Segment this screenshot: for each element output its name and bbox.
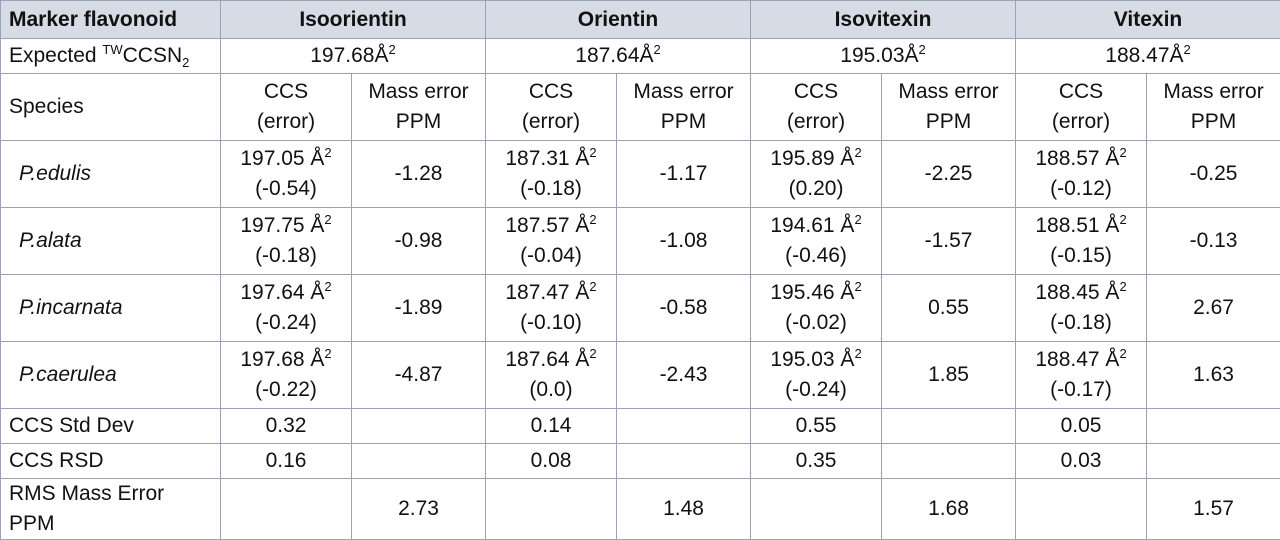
empty-cell xyxy=(221,479,352,540)
stat-value: 0.03 xyxy=(1016,444,1147,479)
header-isovitexin: Isovitexin xyxy=(751,1,1016,39)
expected-ccs-label: Expected TWCCSN2 xyxy=(1,39,221,74)
empty-cell xyxy=(486,479,617,540)
mass-error-cell: 0.55 xyxy=(882,275,1016,342)
ccs-cell: 197.75 Å2(-0.18) xyxy=(221,208,352,275)
mass-error-cell: -1.28 xyxy=(352,141,486,208)
species-name: P.edulis xyxy=(1,141,221,208)
empty-cell xyxy=(1147,444,1280,479)
species-row-p-alata: P.alata 197.75 Å2(-0.18) -0.98 187.57 Å2… xyxy=(1,208,1280,275)
mass-error-cell: -0.25 xyxy=(1147,141,1280,208)
stat-value: 0.35 xyxy=(751,444,882,479)
expected-ccs-value: 187.64Å2 xyxy=(486,39,751,74)
mass-error-cell: -1.08 xyxy=(617,208,751,275)
ccs-error-header: CCS(error) xyxy=(486,74,617,141)
expected-ccs-row: Expected TWCCSN2 197.68Å2 187.64Å2 195.0… xyxy=(1,39,1280,74)
stat-value: 0.16 xyxy=(221,444,352,479)
rms-value: 1.57 xyxy=(1147,479,1280,540)
ccs-cell: 197.64 Å2(-0.24) xyxy=(221,275,352,342)
mass-error-cell: -4.87 xyxy=(352,342,486,409)
mass-error-cell: 1.85 xyxy=(882,342,1016,409)
mass-error-cell: -0.98 xyxy=(352,208,486,275)
empty-cell xyxy=(617,409,751,444)
ccs-error-header: CCS(error) xyxy=(221,74,352,141)
ccs-cell: 187.31 Å2(-0.18) xyxy=(486,141,617,208)
mass-error-cell: -2.43 xyxy=(617,342,751,409)
ccs-cell: 197.68 Å2(-0.22) xyxy=(221,342,352,409)
mass-error-cell: 1.63 xyxy=(1147,342,1280,409)
empty-cell xyxy=(352,444,486,479)
header-vitexin: Vitexin xyxy=(1016,1,1280,39)
species-name: P.caerulea xyxy=(1,342,221,409)
rms-value: 1.68 xyxy=(882,479,1016,540)
ccs-cell: 194.61 Å2(-0.46) xyxy=(751,208,882,275)
ccs-cell: 188.47 Å2(-0.17) xyxy=(1016,342,1147,409)
ccs-error-header: CCS(error) xyxy=(1016,74,1147,141)
stat-label: RMS Mass Error PPM xyxy=(1,479,221,540)
header-marker-flavonoid: Marker flavonoid xyxy=(1,1,221,39)
empty-cell xyxy=(1147,409,1280,444)
ccs-std-dev-row: CCS Std Dev 0.32 0.14 0.55 0.05 xyxy=(1,409,1280,444)
ccs-error-header: CCS(error) xyxy=(751,74,882,141)
ccs-cell: 197.05 Å2(-0.54) xyxy=(221,141,352,208)
rms-value: 1.48 xyxy=(617,479,751,540)
species-label: Species xyxy=(1,74,221,141)
expected-ccs-value: 195.03Å2 xyxy=(751,39,1016,74)
header-orientin: Orientin xyxy=(486,1,751,39)
rms-value: 2.73 xyxy=(352,479,486,540)
stat-value: 0.08 xyxy=(486,444,617,479)
mass-error-cell: -1.17 xyxy=(617,141,751,208)
species-row-p-incarnata: P.incarnata 197.64 Å2(-0.24) -1.89 187.4… xyxy=(1,275,1280,342)
ccs-rsd-row: CCS RSD 0.16 0.08 0.35 0.03 xyxy=(1,444,1280,479)
empty-cell xyxy=(882,444,1016,479)
ccs-cell: 195.89 Å2(0.20) xyxy=(751,141,882,208)
header-isoorientin: Isoorientin xyxy=(221,1,486,39)
stat-value: 0.55 xyxy=(751,409,882,444)
expected-ccs-value: 188.47Å2 xyxy=(1016,39,1280,74)
mass-error-cell: -1.57 xyxy=(882,208,1016,275)
expected-ccs-value: 197.68Å2 xyxy=(221,39,486,74)
species-row-p-caerulea: P.caerulea 197.68 Å2(-0.22) -4.87 187.64… xyxy=(1,342,1280,409)
species-name: P.incarnata xyxy=(1,275,221,342)
ccs-cell: 188.45 Å2(-0.18) xyxy=(1016,275,1147,342)
empty-cell xyxy=(617,444,751,479)
species-name: P.alata xyxy=(1,208,221,275)
ccs-cell: 187.47 Å2(-0.10) xyxy=(486,275,617,342)
ccs-cell: 188.57 Å2(-0.12) xyxy=(1016,141,1147,208)
mass-error-cell: -0.13 xyxy=(1147,208,1280,275)
stat-value: 0.14 xyxy=(486,409,617,444)
ccs-cell: 187.57 Å2(-0.04) xyxy=(486,208,617,275)
stat-label: CCS Std Dev xyxy=(1,409,221,444)
ccs-cell: 195.46 Å2(-0.02) xyxy=(751,275,882,342)
ccs-cell: 187.64 Å2(0.0) xyxy=(486,342,617,409)
header-row: Marker flavonoid Isoorientin Orientin Is… xyxy=(1,1,1280,39)
mass-error-cell: -0.58 xyxy=(617,275,751,342)
empty-cell xyxy=(352,409,486,444)
ccs-cell: 195.03 Å2(-0.24) xyxy=(751,342,882,409)
empty-cell xyxy=(882,409,1016,444)
ccs-cell: 188.51 Å2(-0.15) xyxy=(1016,208,1147,275)
empty-cell xyxy=(1016,479,1147,540)
stat-label: CCS RSD xyxy=(1,444,221,479)
species-row-p-edulis: P.edulis 197.05 Å2(-0.54) -1.28 187.31 Å… xyxy=(1,141,1280,208)
stat-value: 0.05 xyxy=(1016,409,1147,444)
rms-mass-error-row: RMS Mass Error PPM 2.73 1.48 1.68 1.57 xyxy=(1,479,1280,540)
empty-cell xyxy=(751,479,882,540)
mass-error-cell: -2.25 xyxy=(882,141,1016,208)
stat-value: 0.32 xyxy=(221,409,352,444)
mass-error-cell: 2.67 xyxy=(1147,275,1280,342)
mass-error-cell: -1.89 xyxy=(352,275,486,342)
